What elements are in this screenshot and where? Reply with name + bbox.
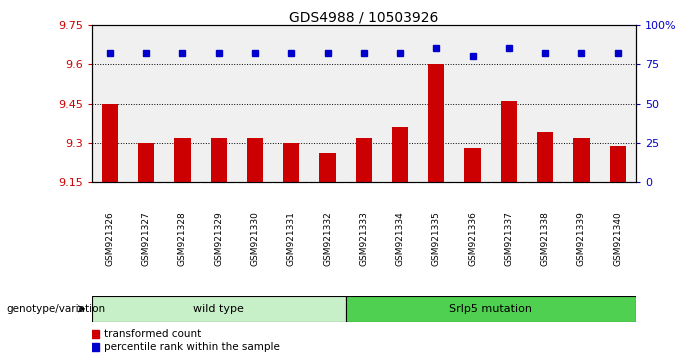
- Bar: [138, 143, 154, 182]
- Text: wild type: wild type: [193, 304, 244, 314]
- Bar: [102, 103, 118, 182]
- Text: GSM921336: GSM921336: [468, 211, 477, 267]
- Bar: [537, 132, 554, 182]
- Bar: [464, 148, 481, 182]
- Text: GSM921327: GSM921327: [141, 212, 151, 266]
- Text: GSM921338: GSM921338: [541, 211, 549, 267]
- Text: percentile rank within the sample: percentile rank within the sample: [104, 342, 279, 352]
- Bar: [211, 138, 227, 182]
- Bar: [573, 138, 590, 182]
- Text: GSM921333: GSM921333: [359, 211, 369, 267]
- Text: GSM921331: GSM921331: [287, 211, 296, 267]
- Bar: [392, 127, 408, 182]
- Bar: [320, 153, 336, 182]
- Text: GSM921340: GSM921340: [613, 212, 622, 266]
- Bar: [428, 64, 445, 182]
- Text: genotype/variation: genotype/variation: [7, 304, 106, 314]
- Text: GSM921334: GSM921334: [396, 212, 405, 266]
- Text: GSM921337: GSM921337: [505, 211, 513, 267]
- Text: Srlp5 mutation: Srlp5 mutation: [449, 304, 532, 314]
- Text: GSM921329: GSM921329: [214, 212, 223, 266]
- Text: GSM921326: GSM921326: [105, 212, 114, 266]
- Bar: [500, 101, 517, 182]
- Bar: [345, 296, 636, 322]
- Bar: [356, 138, 372, 182]
- Text: GSM921332: GSM921332: [323, 212, 332, 266]
- Text: GSM921335: GSM921335: [432, 211, 441, 267]
- Text: GSM921328: GSM921328: [178, 212, 187, 266]
- Text: GSM921330: GSM921330: [250, 211, 260, 267]
- Bar: [247, 138, 263, 182]
- Bar: [92, 296, 345, 322]
- Bar: [283, 143, 299, 182]
- Text: GDS4988 / 10503926: GDS4988 / 10503926: [289, 11, 439, 25]
- Text: GSM921339: GSM921339: [577, 211, 586, 267]
- Bar: [174, 138, 190, 182]
- Bar: [609, 145, 626, 182]
- Text: transformed count: transformed count: [104, 329, 201, 339]
